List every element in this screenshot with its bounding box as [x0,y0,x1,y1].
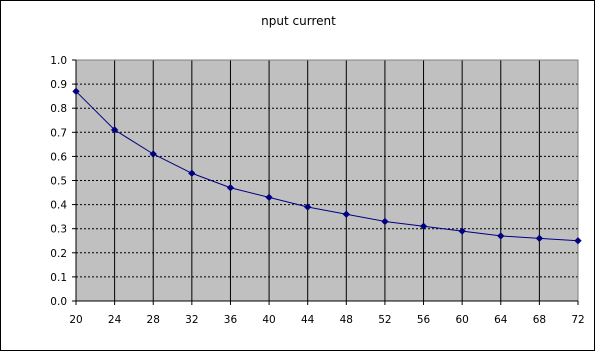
data-point [381,217,389,226]
chart-title: nput current [261,14,336,28]
series-line [75,90,579,242]
x-tick-label: 28 [147,314,160,326]
data-point [303,203,312,211]
y-tick-label: 0.9 [50,79,67,91]
data-point [574,236,582,245]
x-tick-label: 20 [69,314,82,326]
x-tick-label: 56 [417,314,431,326]
x-tick-label: 32 [185,314,198,326]
x-tick-label: 60 [455,314,468,326]
data-point [149,150,157,158]
x-tick-label: 44 [301,314,315,326]
x-tick-label: 48 [340,314,353,326]
data-point [226,183,235,192]
y-tick-label: 0.7 [50,127,67,139]
x-tick-label: 68 [533,314,546,326]
data-point [419,222,428,231]
x-tick-label: 36 [224,314,238,326]
data-point [497,232,505,240]
x-tick-label: 72 [571,314,584,326]
x-tick-label: 64 [494,314,508,326]
y-tick-label: 0.0 [50,296,67,308]
y-tick-label: 0.6 [50,151,67,163]
y-tick-label: 0.1 [50,272,67,284]
y-tick-label: 1.0 [50,55,67,67]
data-point [265,193,273,202]
x-tick-label: 24 [108,314,122,326]
data-point [110,126,119,134]
data-point [458,227,466,235]
data-point [72,87,80,96]
y-tick-label: 0.3 [50,224,67,236]
y-tick-label: 0.5 [50,176,67,188]
plot-area [76,60,578,301]
data-point [535,234,544,243]
data-point [188,169,196,178]
data-point [342,210,351,218]
y-tick-label: 0.2 [50,248,67,260]
x-tick-label: 52 [378,314,391,326]
y-tick-label: 0.4 [50,200,67,212]
y-tick-label: 0.8 [50,103,67,115]
x-tick-label: 40 [262,314,275,326]
